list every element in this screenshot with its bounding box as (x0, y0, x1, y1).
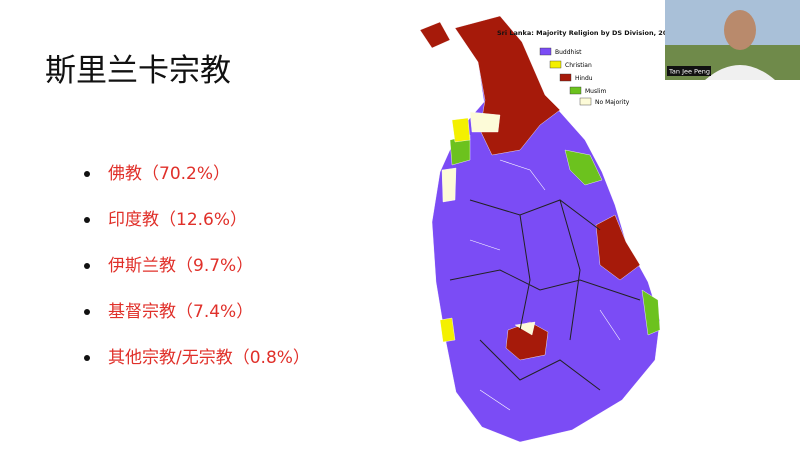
bullet-item: 印度教（12.6%） (80, 206, 310, 252)
legend-swatch (579, 97, 592, 106)
video-person (724, 10, 756, 50)
slide-title: 斯里兰卡宗教 (45, 53, 231, 89)
bullet-item: 其他宗教/无宗教（0.8%） (80, 344, 310, 390)
region (441, 167, 457, 203)
video-name-tag (667, 66, 711, 76)
legend-swatch (549, 60, 562, 69)
division-border (469, 159, 621, 411)
bullet-item: 伊斯兰教（9.7%） (80, 252, 310, 298)
video-name: Tan Jee Peng (668, 68, 710, 76)
map-title: Sri Lanka: Majority Religion by DS Divis… (497, 29, 705, 37)
region (431, 15, 661, 443)
region (514, 321, 536, 336)
video-person (705, 65, 775, 80)
bullet-list: 佛教（70.2%） 印度教（12.6%） 伊斯兰教（9.7%） 基督宗教（7.4%）其… (80, 160, 310, 390)
legend-label: Muslim (585, 88, 606, 95)
region (451, 117, 471, 143)
region (454, 15, 561, 156)
legend-label: No Majority (595, 99, 630, 106)
island (419, 15, 661, 443)
legend-swatch (559, 73, 572, 82)
legend-label: Hindu (575, 75, 593, 82)
legend-swatch (539, 47, 552, 56)
map-legend: Buddhist Christian Hindu Muslim No Majority (539, 47, 630, 106)
region (419, 21, 451, 49)
legend-label: Christian (565, 62, 592, 69)
region (439, 317, 456, 343)
legend-swatch (569, 86, 582, 95)
region (469, 111, 501, 133)
region (505, 321, 549, 361)
region (564, 149, 603, 186)
district-border (449, 199, 641, 391)
region (595, 214, 641, 281)
video-feed: Tan Jee Peng (665, 0, 800, 80)
bullet-item: 基督宗教（7.4%） (80, 298, 310, 344)
bullet-item: 佛教（70.2%） (80, 160, 310, 206)
legend-label: Buddhist (555, 49, 582, 56)
region (641, 289, 661, 336)
